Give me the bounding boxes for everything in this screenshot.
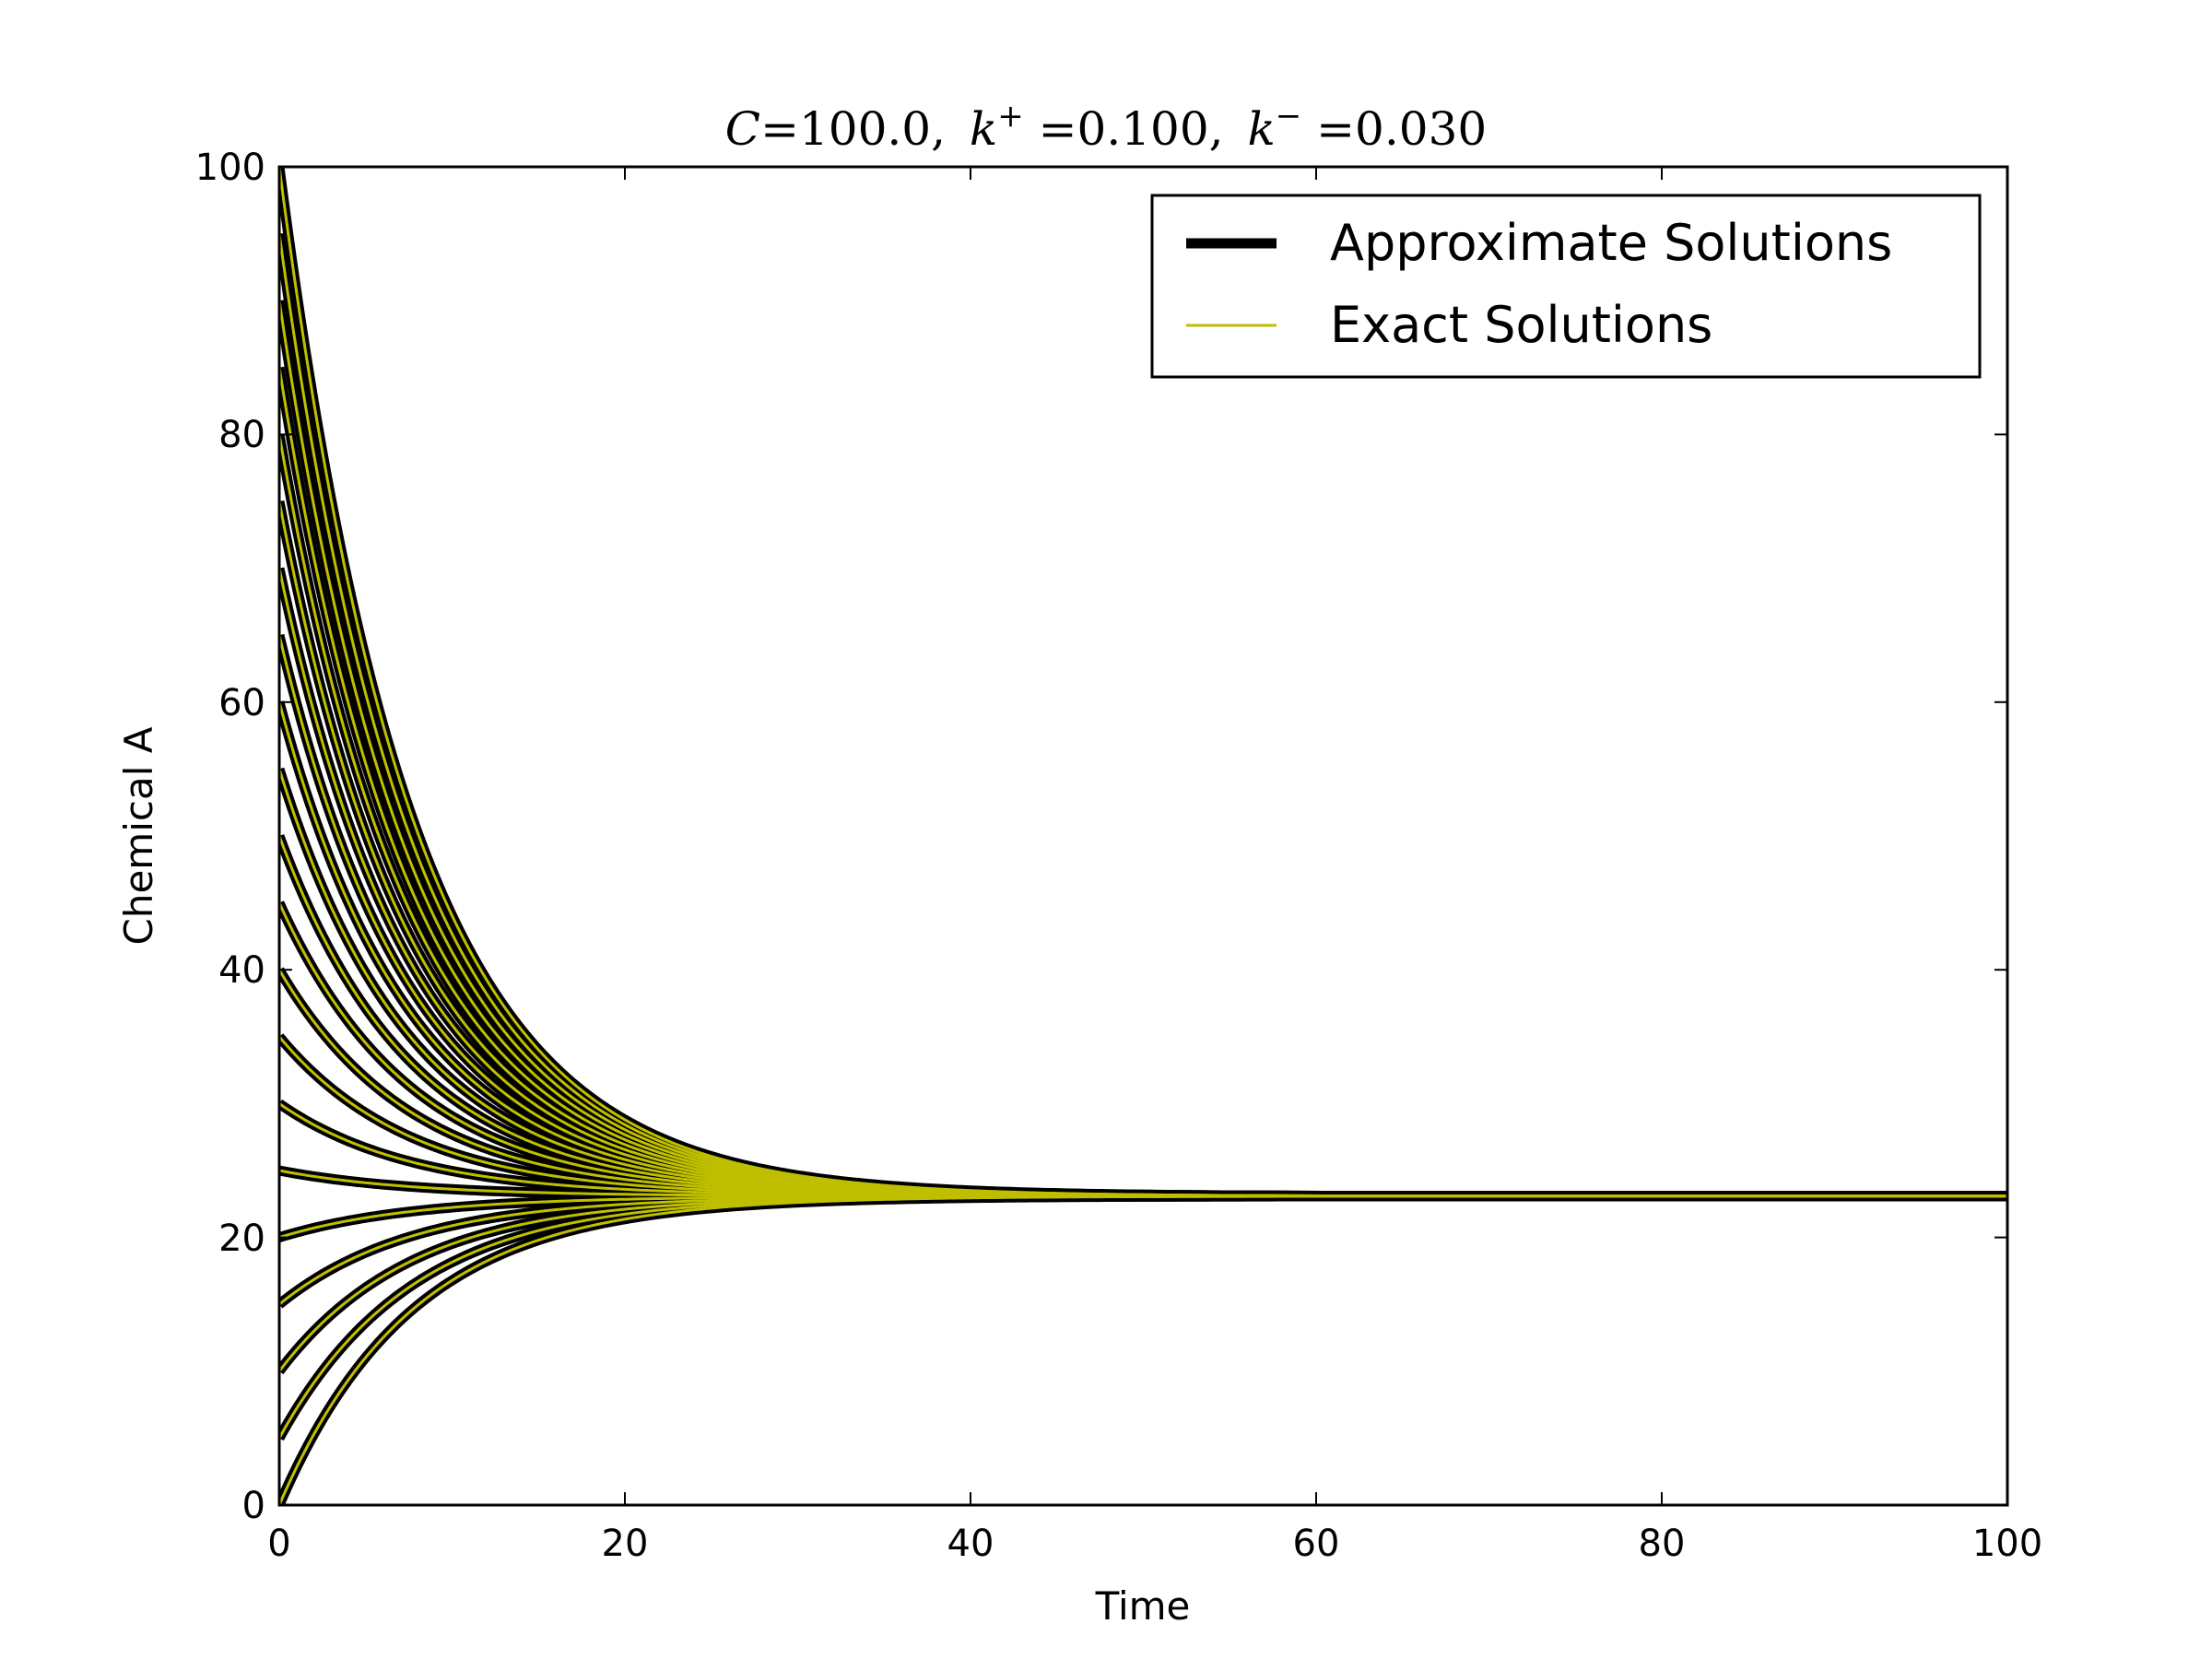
- x-axis-label: Time: [1095, 1583, 1191, 1629]
- ticks-layer: [278, 166, 2008, 1506]
- x-tick-label-60: 60: [1293, 1523, 1340, 1565]
- y-tick-label-20: 20: [218, 1218, 265, 1260]
- y-tick-label-80: 80: [218, 414, 265, 456]
- legend-exact-label: Exact Solutions: [1330, 296, 1712, 354]
- x-tick-label-80: 80: [1639, 1523, 1686, 1565]
- title-c-value: =100.0,: [760, 102, 946, 156]
- x-tick-label-0: 0: [267, 1523, 290, 1565]
- legend: Approximate Solutions Exact Solutions: [1150, 194, 1982, 379]
- x-tick-label-100: 100: [1972, 1523, 2042, 1565]
- x-tick-label-40: 40: [947, 1523, 994, 1565]
- exact-solution-curve-a0-100: [279, 167, 2007, 1198]
- plot-frame: [277, 165, 2009, 1507]
- title-kplus-symbol: k: [970, 102, 997, 156]
- y-tick-label-100: 100: [195, 147, 265, 189]
- title-kminus-value: =0.030: [1301, 102, 1487, 156]
- y-tick-label-40: 40: [218, 949, 265, 992]
- title-kminus-symbol: k: [1247, 102, 1275, 156]
- y-tick-label-0: 0: [242, 1485, 265, 1527]
- legend-approximate-label: Approximate Solutions: [1330, 214, 1892, 272]
- y-tick-label-60: 60: [218, 682, 265, 724]
- y-axis-label: Chemical A: [116, 726, 161, 945]
- curves-layer: [279, 167, 2007, 1505]
- title-c-symbol: C: [725, 102, 760, 156]
- legend-box: [1150, 194, 1982, 379]
- chart-title: C=100.0, k+ =0.100, k− =0.030: [725, 98, 1487, 156]
- title-kplus-sup: +: [997, 98, 1024, 135]
- x-tick-label-20: 20: [602, 1523, 649, 1565]
- title-kplus-value: =0.100,: [1024, 102, 1224, 156]
- title-kminus-sup: −: [1276, 98, 1302, 135]
